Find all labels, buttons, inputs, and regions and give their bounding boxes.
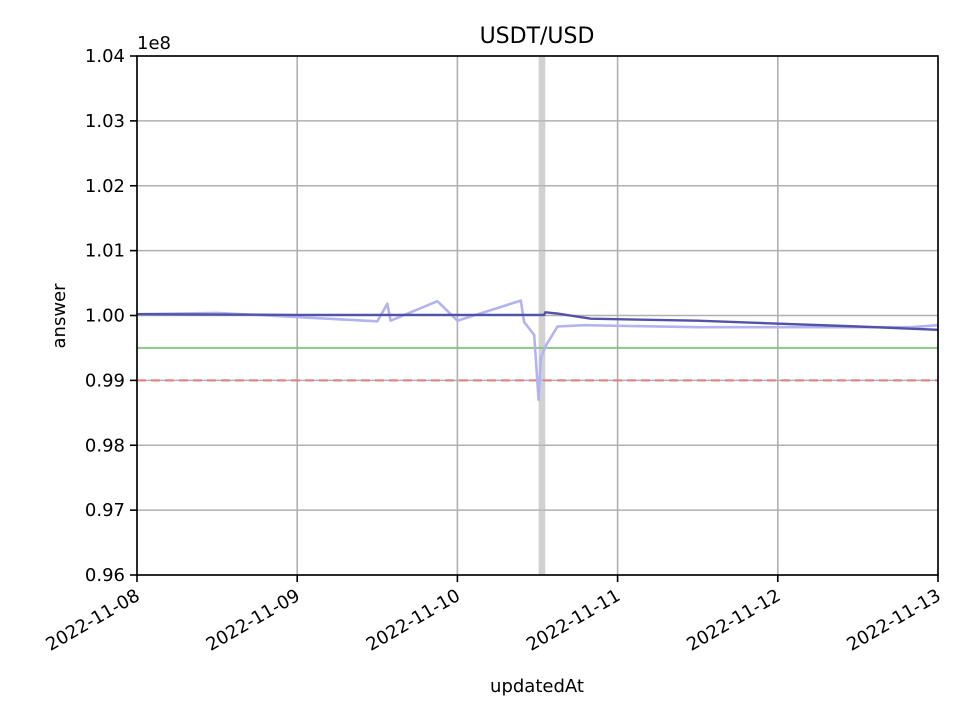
y-tick-label: 1.01	[85, 241, 125, 262]
tick-labels: 0.96 0.97 0.98 0.99 1.00 1.01 1.02 1.03 1.04 2022…	[42, 46, 944, 656]
y-tick-label: 1.03	[85, 111, 125, 132]
x-axis-label: updatedAt	[490, 676, 584, 697]
y-tick-label: 0.96	[85, 565, 125, 586]
x-tick-label: 2022-11-09	[203, 585, 304, 655]
y-tick-label: 1.00	[85, 306, 125, 327]
y-multiplier-label: 1e8	[137, 33, 171, 54]
y-tick-label: 0.99	[85, 370, 125, 391]
y-tick-label: 0.98	[85, 435, 125, 456]
series-line-1	[136, 299, 939, 402]
x-tick-label: 2022-11-13	[843, 585, 944, 655]
y-tick-label: 1.04	[85, 46, 125, 67]
y-tick-label: 0.97	[85, 500, 125, 521]
x-tick-label: 2022-11-11	[523, 585, 624, 655]
y-tick-label: 1.02	[85, 176, 125, 197]
y-axis-label: answer	[49, 283, 70, 349]
chart-title: USDT/USD	[480, 24, 595, 49]
series-layer	[136, 299, 939, 402]
series-line-2	[136, 311, 939, 331]
x-tick-label: 2022-11-12	[683, 585, 784, 655]
ticks	[130, 55, 939, 582]
x-tick-label: 2022-11-10	[363, 585, 464, 655]
x-tick-label: 2022-11-08	[42, 585, 143, 655]
